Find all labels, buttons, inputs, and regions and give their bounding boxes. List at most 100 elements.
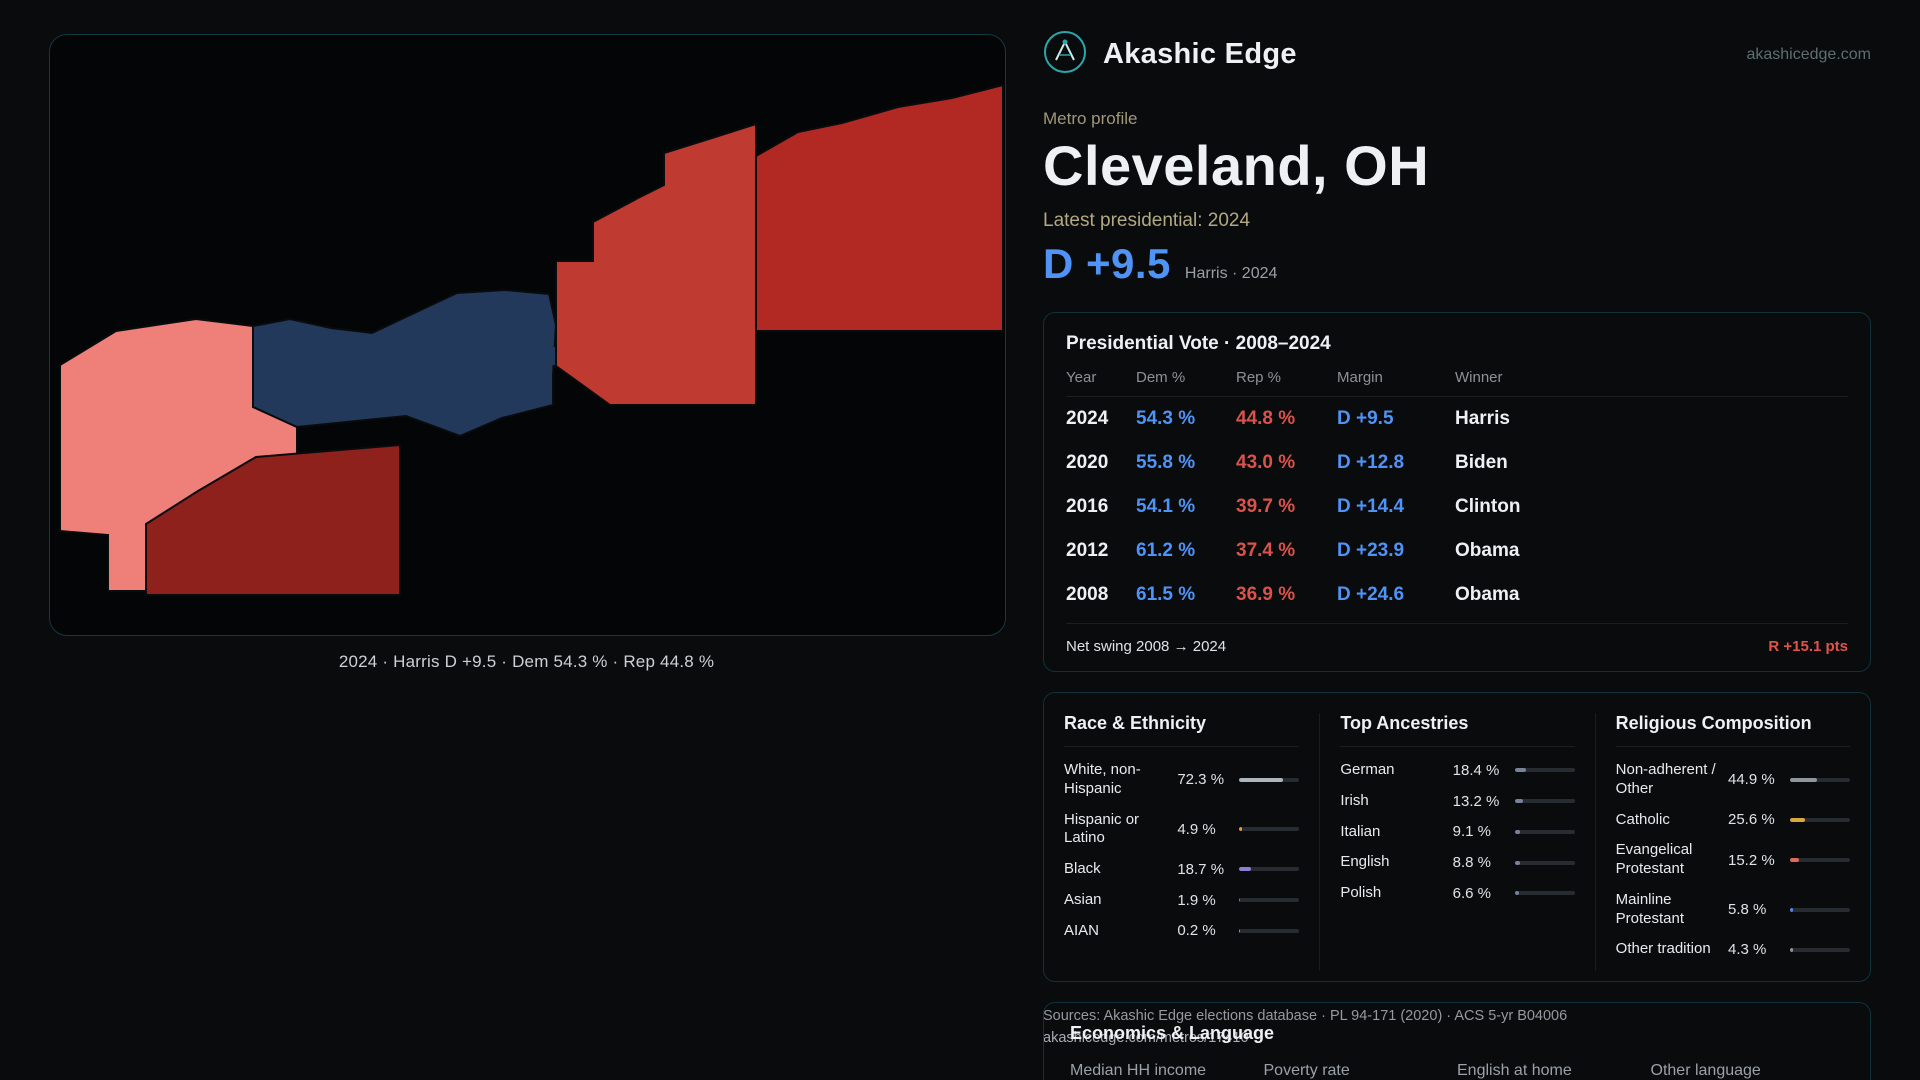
demo-bar (1514, 860, 1575, 865)
demo-bar (1239, 827, 1300, 832)
demo-label: Italian (1340, 822, 1381, 840)
demo-label: AIAN (1064, 921, 1100, 939)
demo-row: English 8.8 % (1340, 853, 1575, 872)
demo-value: 4.3 % (1728, 941, 1767, 959)
vote-row-2020: 2020 55.8 % 43.0 % D +12.8 Biden (1066, 441, 1848, 485)
demo-value: 1.9 % (1177, 891, 1216, 909)
demo-label: Asian (1064, 890, 1102, 908)
site-link[interactable]: akashicedge.com (1746, 45, 1871, 63)
margin-cell: D +14.4 (1337, 496, 1405, 517)
demo-label: Polish (1340, 884, 1382, 901)
demo-row: Other tradition 4.3 % (1616, 940, 1850, 959)
demo-value: 4.9 % (1177, 820, 1216, 838)
econ-stat-label: Other language (1650, 1062, 1761, 1079)
presidential-vote-panel: Presidential Vote · 2008–2024 Year Dem %… (1043, 312, 1871, 672)
headline-margin-row: D +9.5 Harris · 2024 (1043, 240, 1871, 288)
demo-bar (1790, 907, 1850, 912)
winner-cell: Harris (1455, 408, 1510, 429)
demo-bar (1514, 799, 1575, 804)
metro-map-panel (49, 34, 1006, 636)
map-caption: 2024 · Harris D +9.5 · Dem 54.3 % · Rep … (338, 652, 715, 671)
economics-grid: Median HH income $53,306 Poverty rate 13… (1070, 1062, 1844, 1080)
net-swing-label: Net swing 2008 → 2024 (1066, 638, 1227, 655)
vote-table-title: Presidential Vote · 2008–2024 (1066, 333, 1331, 354)
demo-value: 25.6 % (1728, 811, 1775, 829)
col-winner: Winner (1455, 369, 1503, 386)
vote-table-header: Year Dem % Rep % Margin Winner (1066, 369, 1848, 397)
metro-map (59, 83, 1004, 596)
headline-margin: D +9.5 (1043, 240, 1171, 287)
demo-value: 15.2 % (1728, 851, 1775, 869)
demo-bar (1239, 867, 1300, 872)
demo-bar (1790, 947, 1850, 952)
demo-row: AIAN 0.2 % (1064, 921, 1300, 941)
demo-value: 6.6 % (1452, 884, 1492, 902)
rep-cell: 36.9 % (1236, 584, 1296, 605)
race-ethnicity-title: Race & Ethnicity (1064, 713, 1300, 747)
headline-margin-caption: Harris · 2024 (1184, 265, 1278, 282)
demo-value: 18.7 % (1177, 860, 1225, 878)
top-ancestries-title: Top Ancestries (1340, 713, 1575, 747)
econ-stat-label: Median HH income (1070, 1062, 1207, 1079)
map-region-topright-red-county (755, 83, 1004, 332)
demo-bar (1514, 829, 1575, 834)
top-ancestries-section: Top Ancestries German 18.4 % Irish 13.2 … (1319, 713, 1594, 971)
year-cell: 2024 (1066, 408, 1109, 429)
demo-value: 44.9 % (1728, 771, 1775, 789)
demo-label: English (1340, 853, 1390, 871)
race-ethnicity-section: Race & Ethnicity White, non-Hispanic 72.… (1044, 713, 1319, 971)
dem-cell: 55.8 % (1136, 452, 1196, 473)
demo-row: Polish 6.6 % (1340, 884, 1575, 903)
econ-stat-median-income: Median HH income $53,306 (1070, 1062, 1264, 1080)
demo-label: German (1340, 761, 1395, 778)
demo-bar (1514, 768, 1575, 773)
vote-row-2024: 2024 54.3 % 44.8 % D +9.5 Harris (1066, 397, 1848, 441)
dem-cell: 61.2 % (1136, 540, 1196, 561)
site-header: Akashic Edge akashicedge.com (1043, 30, 1871, 79)
vote-row-2016: 2016 54.1 % 39.7 % D +14.4 Clinton (1066, 485, 1848, 529)
demo-row: White, non-Hispanic 72.3 % (1064, 761, 1300, 799)
demo-label: Other tradition (1615, 940, 1711, 958)
vote-row-2008: 2008 61.5 % 36.9 % D +24.6 Obama (1066, 573, 1848, 617)
rep-cell: 37.4 % (1236, 540, 1296, 561)
demo-row: Evangelical Protestant 15.2 % (1616, 841, 1850, 879)
demo-value: 13.2 % (1452, 792, 1500, 810)
economics-title: Economics & Language (1070, 1023, 1275, 1043)
demo-label: Hispanic or Latino (1064, 810, 1140, 847)
demo-value: 9.1 % (1452, 823, 1492, 841)
demo-row: Hispanic or Latino 4.9 % (1064, 810, 1300, 849)
col-margin: Margin (1337, 369, 1383, 386)
econ-stat-other-language: Other language 9.7 % (1651, 1062, 1845, 1080)
dem-cell: 61.5 % (1136, 584, 1196, 605)
vote-row-2012: 2012 61.2 % 37.4 % D +23.9 Obama (1066, 529, 1848, 573)
econ-stat-label: Poverty rate (1263, 1062, 1350, 1079)
demo-value: 0.2 % (1177, 922, 1216, 940)
rep-cell: 39.7 % (1236, 496, 1296, 517)
demo-bar (1790, 777, 1850, 782)
economics-language-panel: Economics & Language Median HH income $5… (1043, 1002, 1871, 1080)
winner-cell: Obama (1455, 584, 1520, 605)
margin-cell: D +12.8 (1337, 452, 1405, 473)
col-rep: Rep % (1236, 369, 1282, 386)
demo-label: White, non-Hispanic (1064, 761, 1141, 797)
demo-bar (1239, 898, 1300, 903)
net-swing-value: R +15.1 pts (1768, 638, 1848, 655)
brand-logo-icon[interactable] (1043, 30, 1087, 79)
map-region-dark-red-county (145, 443, 401, 596)
demo-row: Non-adherent / Other 44.9 % (1616, 761, 1850, 799)
demo-row: German 18.4 % (1340, 761, 1575, 780)
demo-label: Irish (1340, 791, 1369, 809)
demo-bar (1239, 928, 1300, 933)
year-cell: 2016 (1066, 496, 1109, 517)
demo-bar (1239, 777, 1300, 782)
rep-cell: 43.0 % (1236, 452, 1296, 473)
footer-permalink[interactable]: akashicedge.com/metros/17410 (1043, 1029, 1249, 1046)
demo-value: 5.8 % (1728, 901, 1767, 918)
demo-label: Catholic (1615, 810, 1670, 828)
winner-cell: Clinton (1455, 496, 1521, 517)
demo-bar (1514, 891, 1575, 896)
demo-value: 72.3 % (1177, 771, 1225, 789)
year-cell: 2020 (1066, 452, 1109, 473)
demo-label: Mainline Protestant (1615, 890, 1685, 927)
